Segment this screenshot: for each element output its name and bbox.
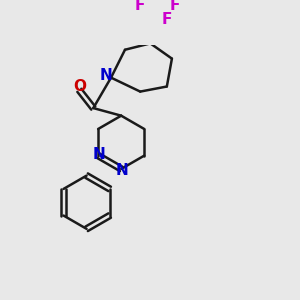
Text: N: N [93, 147, 106, 162]
Text: F: F [135, 0, 146, 13]
Text: O: O [73, 79, 86, 94]
Text: F: F [162, 12, 172, 27]
Text: N: N [100, 68, 112, 82]
Text: N: N [116, 163, 129, 178]
Text: F: F [169, 0, 180, 13]
